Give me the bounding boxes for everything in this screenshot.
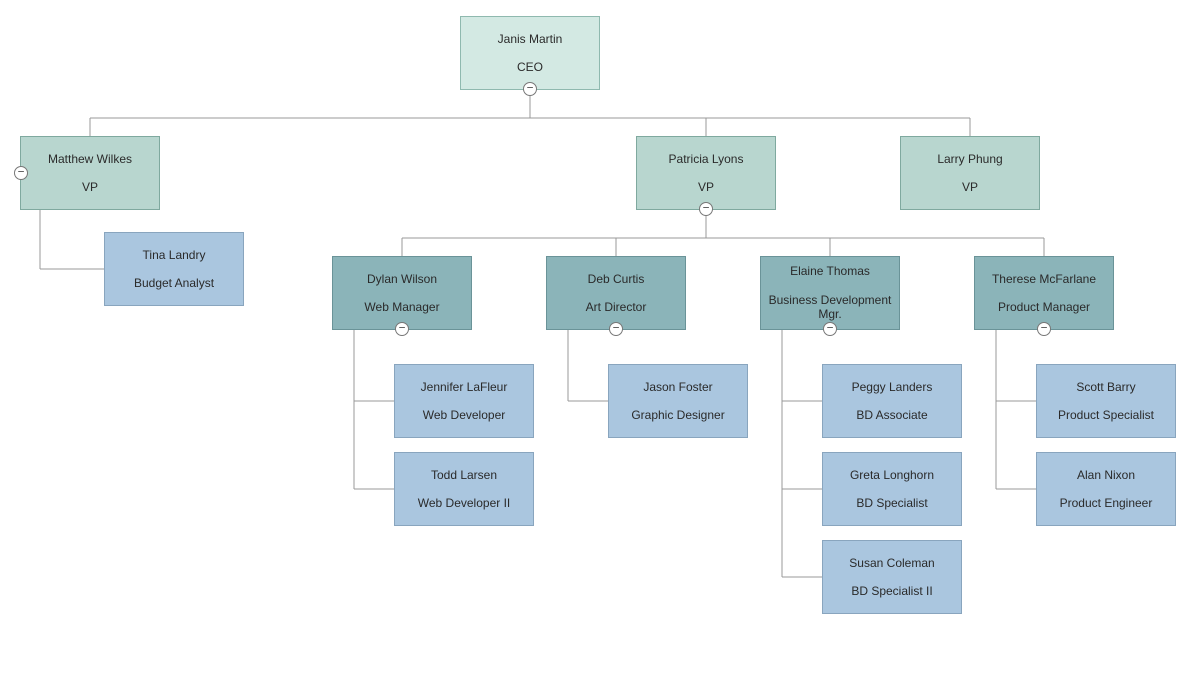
collapse-toggle[interactable]: −	[823, 322, 837, 336]
collapse-toggle[interactable]: −	[609, 322, 623, 336]
node-title: Product Engineer	[1041, 496, 1171, 510]
org-node-jen[interactable]: Jennifer LaFleur Web Developer	[394, 364, 534, 438]
org-node-alan[interactable]: Alan Nixon Product Engineer	[1036, 452, 1176, 526]
collapse-toggle[interactable]: −	[14, 166, 28, 180]
node-title: Product Manager	[979, 300, 1109, 314]
node-title: BD Specialist II	[827, 584, 957, 598]
edge-layer	[0, 0, 1204, 700]
node-name: Matthew Wilkes	[25, 152, 155, 166]
node-title: BD Specialist	[827, 496, 957, 510]
node-title: VP	[25, 180, 155, 194]
org-node-vp2[interactable]: Patricia LyonsVP−	[636, 136, 776, 210]
collapse-toggle[interactable]: −	[699, 202, 713, 216]
node-name: Tina Landry	[109, 248, 239, 262]
node-name: Jennifer LaFleur	[399, 380, 529, 394]
node-name: Alan Nixon	[1041, 468, 1171, 482]
collapse-toggle[interactable]: −	[395, 322, 409, 336]
org-chart: Janis MartinCEO−Matthew WilkesVP−Patrici…	[0, 0, 1204, 700]
org-node-scott[interactable]: Scott Barry Product Specialist	[1036, 364, 1176, 438]
org-node-susan[interactable]: Susan Coleman BD Specialist II	[822, 540, 962, 614]
node-title: VP	[905, 180, 1035, 194]
node-name: Todd Larsen	[399, 468, 529, 482]
collapse-toggle[interactable]: −	[523, 82, 537, 96]
node-name: Jason Foster	[613, 380, 743, 394]
org-node-peggy[interactable]: Peggy Landers BD Associate	[822, 364, 962, 438]
org-node-elaine[interactable]: Elaine ThomasBusiness Development Mgr.−	[760, 256, 900, 330]
node-name: Patricia Lyons	[641, 152, 771, 166]
node-name: Scott Barry	[1041, 380, 1171, 394]
node-name: Peggy Landers	[827, 380, 957, 394]
org-node-tina[interactable]: Tina Landry Budget Analyst	[104, 232, 244, 306]
node-title: Budget Analyst	[109, 276, 239, 290]
node-name: Susan Coleman	[827, 556, 957, 570]
org-node-deb[interactable]: Deb CurtisArt Director−	[546, 256, 686, 330]
node-title: Web Developer II	[399, 496, 529, 510]
node-name: Janis Martin	[465, 32, 595, 46]
org-node-greta[interactable]: Greta Longhorn BD Specialist	[822, 452, 962, 526]
node-title: VP	[641, 180, 771, 194]
node-name: Deb Curtis	[551, 272, 681, 286]
org-node-todd[interactable]: Todd Larsen Web Developer II	[394, 452, 534, 526]
org-node-jason[interactable]: Jason Foster Graphic Designer	[608, 364, 748, 438]
node-title: Graphic Designer	[613, 408, 743, 422]
org-node-vp1[interactable]: Matthew WilkesVP−	[20, 136, 160, 210]
org-node-therese[interactable]: Therese McFarlaneProduct Manager−	[974, 256, 1114, 330]
org-node-vp3[interactable]: Larry Phung VP	[900, 136, 1040, 210]
node-name: Elaine Thomas	[765, 264, 895, 278]
node-title: Product Specialist	[1041, 408, 1171, 422]
org-node-ceo[interactable]: Janis MartinCEO−	[460, 16, 600, 90]
node-title: CEO	[465, 60, 595, 74]
node-name: Therese McFarlane	[979, 272, 1109, 286]
node-name: Greta Longhorn	[827, 468, 957, 482]
node-title: BD Associate	[827, 408, 957, 422]
node-title: Art Director	[551, 300, 681, 314]
node-name: Larry Phung	[905, 152, 1035, 166]
node-title: Web Manager	[337, 300, 467, 314]
org-node-dylan[interactable]: Dylan WilsonWeb Manager−	[332, 256, 472, 330]
node-title: Business Development Mgr.	[765, 293, 895, 322]
collapse-toggle[interactable]: −	[1037, 322, 1051, 336]
node-title: Web Developer	[399, 408, 529, 422]
node-name: Dylan Wilson	[337, 272, 467, 286]
